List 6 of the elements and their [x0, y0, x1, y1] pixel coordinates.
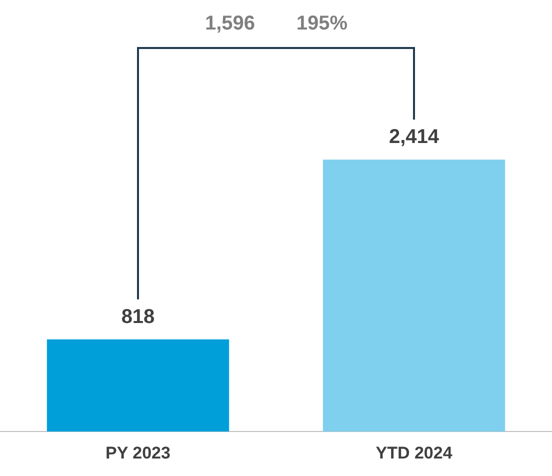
data-label: 2,414 [388, 126, 440, 148]
text: 1,596 [204, 12, 256, 35]
x-tick-label: PY 2023 [106, 443, 170, 462]
text: 195% [296, 12, 348, 35]
x-tick-label: YTD 2024 [376, 443, 453, 462]
data-label: 818 [121, 306, 155, 328]
